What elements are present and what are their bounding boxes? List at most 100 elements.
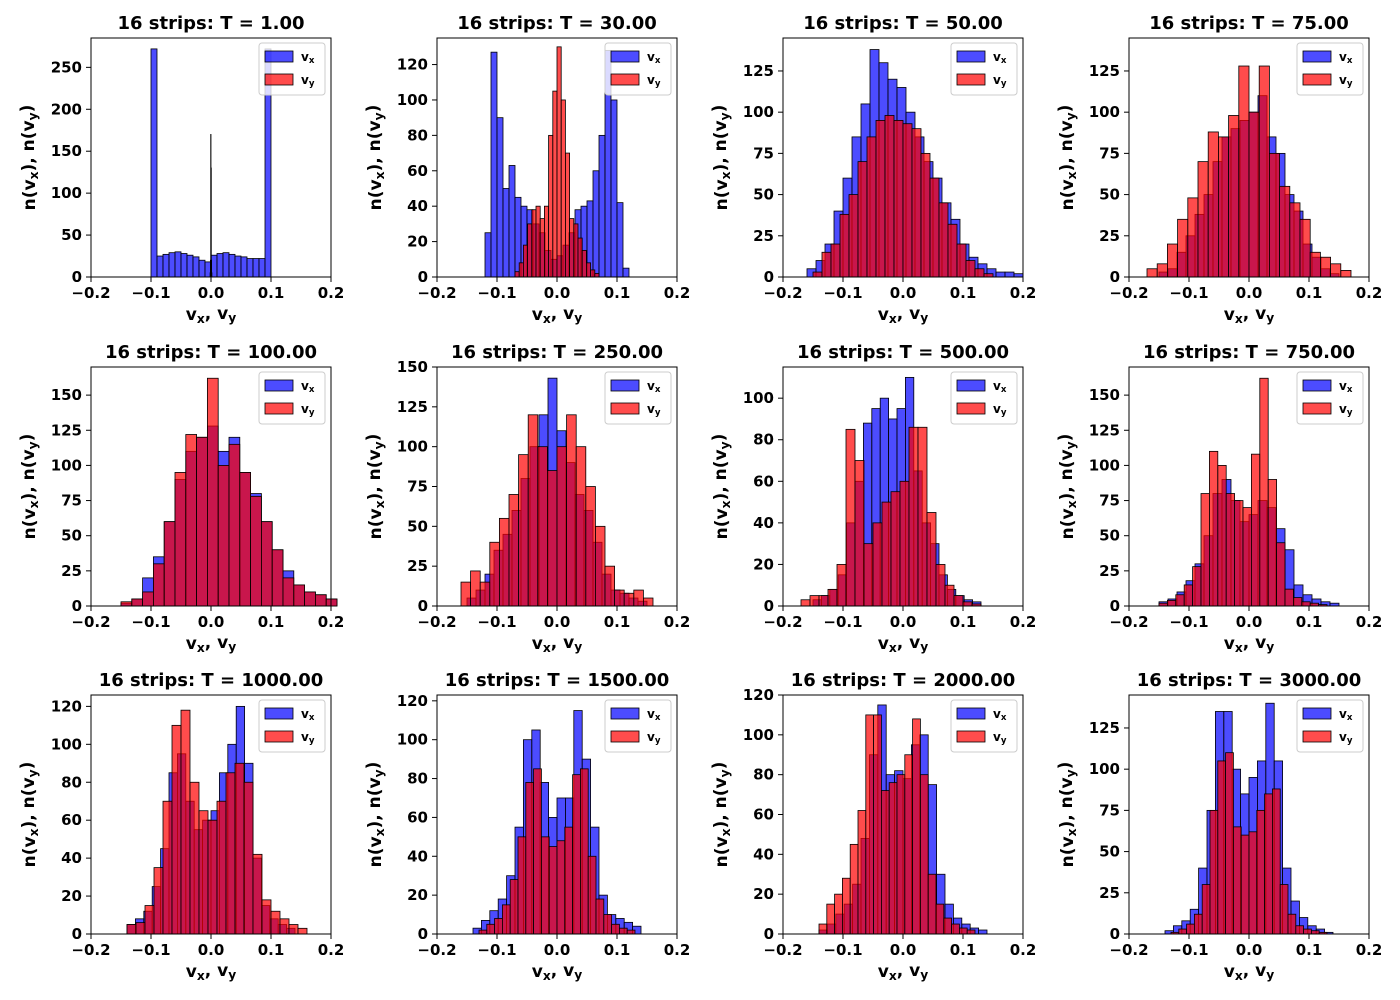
y-tick-label: 150	[51, 142, 82, 160]
histogram-bar	[496, 117, 504, 278]
subplot: vx​ vy​ −0.2 −0.1 0.0 0.1 0.2 0 25 50 75 100 125 16 s…	[710, 13, 1037, 326]
legend-label: vx​	[647, 50, 661, 66]
y-tick-label: 0	[764, 268, 774, 286]
histogram-bar	[153, 867, 164, 935]
x-tick-label: −0.1	[823, 613, 862, 631]
histogram-bar	[926, 512, 937, 607]
legend-label: vx​	[993, 50, 1007, 66]
histogram-bar	[271, 549, 284, 607]
legend-label: vy​	[993, 402, 1007, 418]
histogram-bar	[198, 810, 209, 935]
y-tick-label: 25	[61, 562, 82, 580]
y-tick-label: 60	[753, 806, 774, 824]
histogram-bar	[217, 465, 230, 607]
histogram-bar	[547, 470, 558, 607]
histogram-bar	[564, 826, 573, 935]
histogram-bar	[854, 460, 865, 607]
histogram-bar	[498, 517, 510, 607]
y-tick-label: 250	[51, 58, 82, 76]
histogram-bar	[196, 436, 208, 607]
histogram-bar	[1276, 542, 1286, 607]
histogram-bar	[120, 601, 133, 607]
histogram-bar	[539, 218, 545, 278]
x-tick-label: −0.2	[1109, 613, 1148, 631]
histogram-bar	[619, 927, 628, 935]
legend-swatch	[610, 379, 640, 392]
histogram-bar	[872, 522, 883, 607]
histogram-bar	[818, 595, 829, 607]
subplot: vx​ vy​ −0.2 −0.1 0.0 0.1 0.2 0 25 50 75 100 125 150 1…	[364, 342, 691, 655]
histogram-bar	[502, 188, 510, 278]
legend-swatch	[264, 379, 294, 392]
histogram-bar	[1242, 507, 1252, 607]
x-tick-label: 0.0	[890, 284, 917, 302]
histogram-bar	[163, 521, 176, 607]
y-tick-label: 80	[753, 431, 774, 449]
subplot-title: 16 strips: T = 250.00	[451, 342, 663, 363]
histogram-bar	[150, 48, 158, 278]
histogram-bar	[575, 446, 587, 607]
histogram-bar	[565, 152, 571, 278]
histogram-bar	[514, 271, 520, 278]
histogram-bar	[1259, 377, 1269, 607]
x-tick-label: 0.0	[198, 941, 225, 959]
histogram-bar	[865, 714, 874, 935]
x-tick-label: 0.1	[1296, 941, 1323, 959]
y-tick-label: 25	[407, 557, 428, 575]
histogram-bar	[1238, 65, 1250, 278]
legend-swatch	[956, 707, 986, 720]
legend-swatch	[610, 707, 640, 720]
legend-label: vy​	[647, 402, 661, 418]
histogram-bar	[978, 929, 988, 935]
histogram-bar	[1175, 594, 1185, 607]
histogram-bar	[541, 836, 550, 935]
y-tick-label: 120	[51, 697, 82, 715]
x-tick-label: −0.2	[417, 941, 456, 959]
y-tick-label: 150	[1089, 386, 1120, 404]
y-tick-label: 80	[407, 770, 428, 788]
histogram-bar	[517, 836, 527, 935]
y-tick-label: 25	[1099, 884, 1120, 902]
histogram-bar	[857, 810, 867, 935]
histogram-bar	[494, 918, 503, 935]
y-tick-label: 20	[407, 233, 428, 251]
y-tick-label: 60	[407, 162, 428, 180]
histogram-bar	[857, 161, 868, 278]
histogram-bar	[598, 134, 606, 278]
legend-label: vx​	[1339, 379, 1353, 395]
histogram-bar	[842, 877, 851, 935]
histogram-bar	[252, 853, 263, 935]
histogram-bar	[1303, 928, 1312, 935]
histogram-bar	[1287, 913, 1297, 935]
y-tick-label: 125	[1089, 421, 1120, 439]
y-axis-label: n(vx​), n(vy​)	[18, 434, 41, 540]
histogram-bar	[1177, 218, 1189, 278]
legend-swatch	[610, 50, 640, 63]
histogram-bar	[917, 426, 928, 607]
y-tick-label: 100	[51, 456, 82, 474]
y-tick-label: 125	[743, 62, 774, 80]
x-tick-label: −0.1	[131, 284, 170, 302]
y-tick-label: 20	[753, 555, 774, 573]
subplot-title: 16 strips: T = 1000.00	[99, 670, 324, 691]
histogram-bar	[966, 929, 976, 935]
histogram-bar	[1299, 218, 1311, 278]
histogram-bar	[1340, 270, 1352, 278]
y-tick-label: 120	[397, 692, 428, 710]
histogram-bar	[523, 244, 529, 278]
y-tick-label: 100	[743, 389, 774, 407]
histogram-bar	[881, 790, 890, 935]
x-tick-label: −0.2	[763, 941, 802, 959]
x-axis-label: vx​, vy​	[1224, 961, 1274, 983]
histogram-bar	[1225, 752, 1234, 935]
y-tick-label: 75	[407, 478, 428, 496]
y-tick-label: 100	[397, 731, 428, 749]
histogram-bar	[1228, 115, 1240, 278]
y-tick-label: 50	[753, 186, 774, 204]
histogram-bar	[1248, 831, 1258, 935]
histogram-bar	[297, 927, 308, 935]
y-tick-label: 0	[418, 925, 428, 943]
y-tick-label: 80	[753, 766, 774, 784]
legend-label: vx​	[301, 707, 315, 723]
